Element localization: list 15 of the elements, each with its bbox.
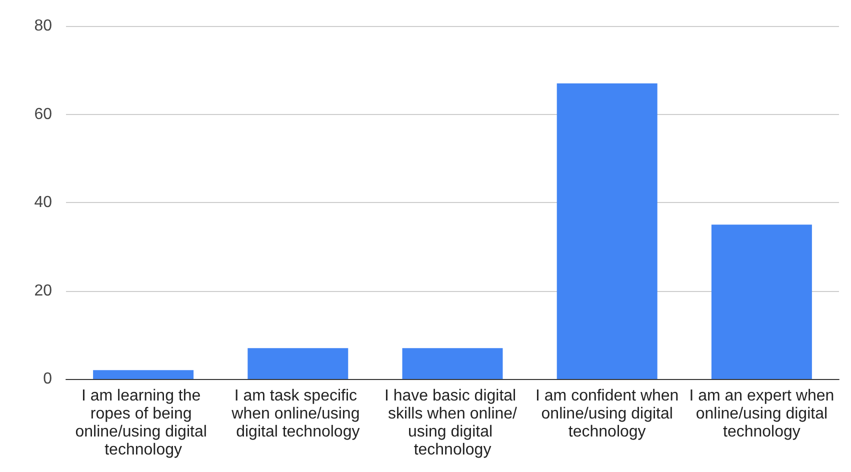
y-tick-label: 40 xyxy=(34,194,52,211)
x-tick-label: I am task specific when online/using digital technology xyxy=(230,388,364,440)
y-tick-label: 0 xyxy=(43,370,52,388)
x-tick-label: I have basic digital skills when online/using digital technology xyxy=(384,388,521,458)
bar xyxy=(711,224,812,379)
y-tick-label: 20 xyxy=(34,282,52,300)
bar xyxy=(248,348,348,379)
bar xyxy=(93,370,194,379)
bar xyxy=(556,83,658,379)
x-tick-label: I am learning the ropes of being online/using digital technology xyxy=(75,388,212,458)
bar xyxy=(402,348,503,379)
y-tick-label: 80 xyxy=(34,18,52,34)
x-tick-label: I am an expert when online/using digital technology xyxy=(689,388,834,440)
x-tick-label: I am confident when online/using digital technology xyxy=(536,388,679,440)
y-tick-label: 60 xyxy=(34,106,52,123)
